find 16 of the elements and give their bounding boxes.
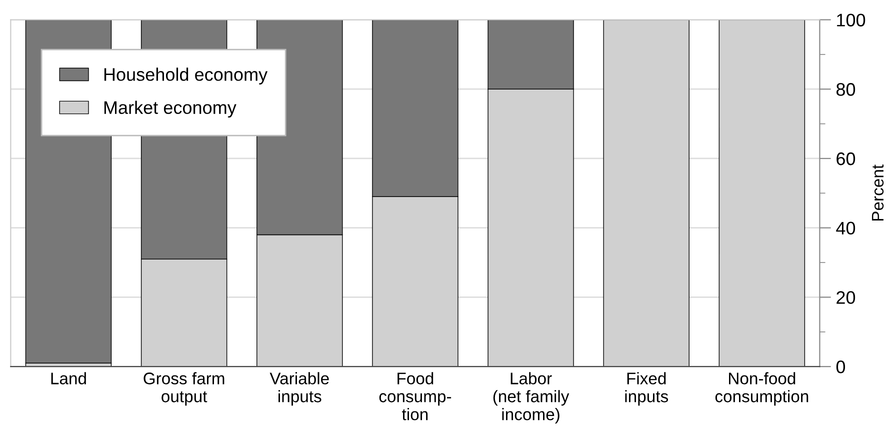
y-tick-label: 0 <box>836 360 846 374</box>
x-tick-label: Food consump- tion <box>379 372 452 420</box>
x-tick-label: Land <box>51 372 86 384</box>
y-tick-label: 80 <box>836 83 856 96</box>
y-tick-label: 100 <box>837 14 866 26</box>
x-tick-label: Fixed inputs <box>625 372 668 406</box>
x-tick-label: Non-food consumption <box>715 372 808 406</box>
y-tick-label: 40 <box>836 222 856 235</box>
x-tick-label: Variable inputs <box>270 372 329 406</box>
x-tick-label: Gross farm output <box>144 372 224 406</box>
y-tick-label: 20 <box>836 291 856 304</box>
legend-label: Market economy <box>104 100 236 118</box>
y-axis-title: Percent <box>872 164 884 221</box>
legend-label: Household economy <box>104 68 268 84</box>
x-tick-label: Labor (net family income) <box>493 372 570 424</box>
y-tick-label: 60 <box>836 152 856 166</box>
